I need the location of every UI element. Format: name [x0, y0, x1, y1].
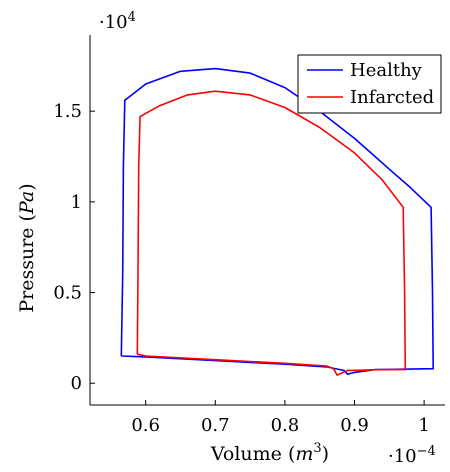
y-tick-label: 0.5 [53, 283, 82, 304]
series-line-healthy [120, 67, 434, 375]
x-axis-label-unit: m [295, 443, 313, 465]
x-tick-label: 0.7 [201, 415, 230, 436]
axes-layer [89, 35, 445, 406]
x-tick-label: 1 [418, 415, 429, 436]
legend: Healthy Infarcted [297, 54, 442, 114]
x-tick-label: 0.9 [340, 415, 369, 436]
y-tick-label: 0 [71, 373, 82, 394]
y-multiplier-exp: 4 [128, 10, 136, 25]
y-axis-multiplier: ·104 [99, 10, 136, 33]
legend-label-healthy: Healthy [350, 60, 423, 81]
x-axis-multiplier: ·10−4 [388, 444, 436, 467]
y-axis-label: Pressure (Pa) [16, 183, 38, 312]
ticks-layer: 0.6 0.7 0.8 0.9 1 0 0.5 1 1.5 [53, 101, 429, 436]
legend-label-infarcted: Infarcted [350, 87, 434, 108]
y-tick-label: 1.5 [53, 101, 82, 122]
y-axis-label-text: Pressure [16, 227, 38, 312]
x-tick-label: 0.8 [271, 415, 300, 436]
x-multiplier-exp: −4 [417, 444, 436, 459]
y-multiplier-base: ·10 [99, 12, 128, 33]
y-axis-label-unit: Pa [16, 191, 38, 215]
y-tick-label: 1 [71, 192, 82, 213]
series-layer [120, 67, 434, 376]
legend-box [297, 54, 442, 114]
x-axis-label-unit-exp: 3 [313, 441, 321, 456]
x-multiplier-base: ·10 [388, 446, 417, 467]
series-line-infarcted [136, 90, 407, 376]
x-axis-label-text: Volume [210, 443, 282, 465]
x-axis-label: Volume (m3) [210, 441, 329, 465]
x-tick-label: 0.6 [131, 415, 160, 436]
